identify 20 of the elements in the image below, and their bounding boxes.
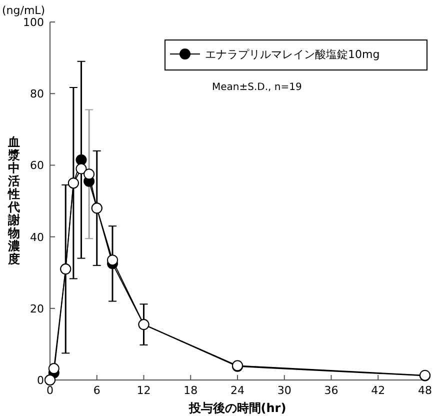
- y-tick-label: 40: [30, 230, 44, 244]
- text: 血漿中活性代謝物濃度: [8, 135, 20, 266]
- x-tick-label: 12: [136, 384, 151, 397]
- x-tick-label: 30: [277, 384, 292, 397]
- y-tick-label: 80: [30, 88, 44, 101]
- x-axis-title: 投与後の時間(hr): [188, 401, 286, 415]
- legend-label: エナラプリルマレイン酸塩錠10mg: [205, 48, 380, 61]
- x-tick-label: 48: [418, 384, 432, 397]
- x-tick-label: 6: [93, 384, 100, 397]
- x-tick-label: 42: [371, 384, 386, 397]
- y-tick-label: 100: [23, 16, 44, 29]
- text: (ng/mL): [2, 4, 46, 17]
- y-tick-label: 0: [37, 374, 44, 387]
- annotation: Mean±S.D., n=19: [212, 82, 302, 93]
- x-tick-label: 18: [184, 384, 198, 397]
- x-tick-label: 36: [324, 384, 338, 397]
- y-tick-label: 60: [30, 159, 44, 172]
- x-tick-label: 24: [230, 384, 244, 397]
- x-tick-label: 0: [46, 384, 54, 397]
- y-tick-label: 20: [30, 302, 44, 316]
